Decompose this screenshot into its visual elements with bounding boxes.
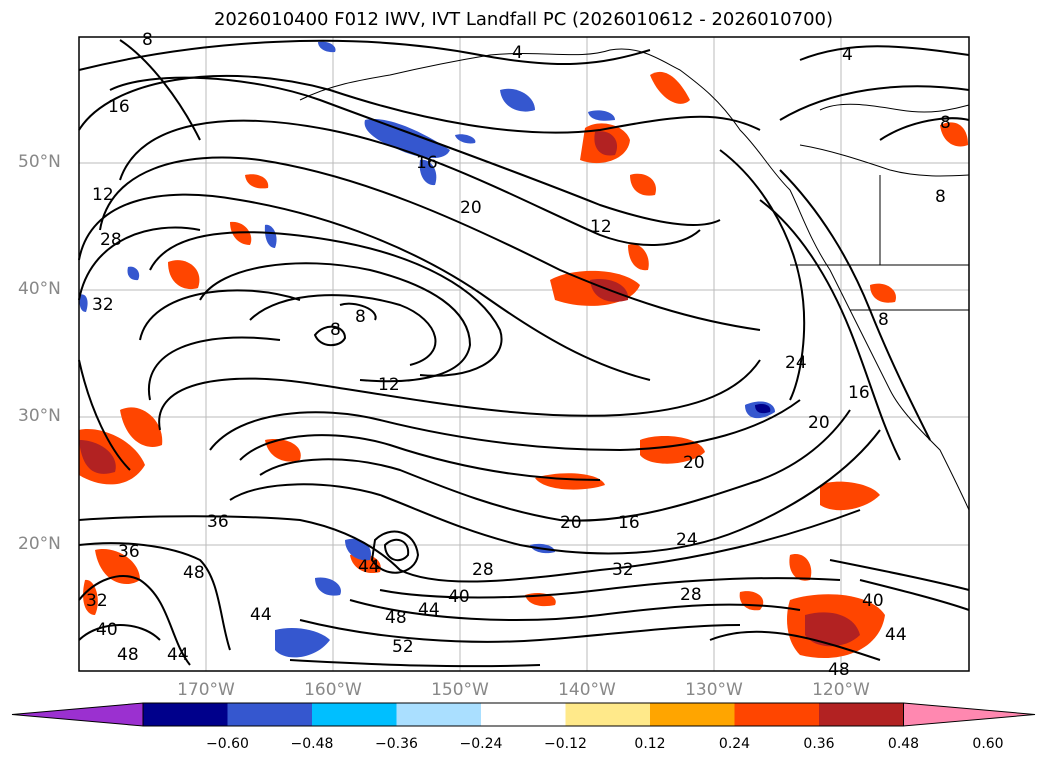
contour-label: 16 xyxy=(618,513,640,533)
colorbar-extend-high xyxy=(903,702,1036,727)
contour-label: 44 xyxy=(250,605,272,625)
colorbar-frame xyxy=(142,702,904,727)
colorbar-tick-label: 0.12 xyxy=(634,736,666,752)
contour-label: 36 xyxy=(118,542,140,562)
map-title: 2026010400 F012 IWV, IVT Landfall PC (20… xyxy=(213,9,834,30)
contour-label: 8 xyxy=(330,320,341,340)
lat-label: 20°N xyxy=(18,534,61,554)
contour-label: 12 xyxy=(378,375,400,395)
colorbar-tick-label: −0.24 xyxy=(459,736,503,752)
contour-label: 8 xyxy=(355,307,366,327)
colorbar-segment xyxy=(650,703,735,726)
coastline xyxy=(299,48,970,511)
contour-label: 8 xyxy=(935,187,946,207)
colorbar-tick-label: 0.60 xyxy=(972,736,1004,752)
contour-label: 20 xyxy=(683,453,705,473)
colorbar-extend-low xyxy=(11,702,144,727)
lat-label: 50°N xyxy=(18,152,61,172)
contour-label: 4 xyxy=(512,43,523,63)
colorbar-tick-label: −0.12 xyxy=(544,736,587,752)
contour-label: 44 xyxy=(418,600,440,620)
contour-label: 8 xyxy=(142,30,153,50)
contour-label: 40 xyxy=(862,591,884,611)
colorbar-tick-label: 0.24 xyxy=(718,736,751,752)
colorbar-tick-label: 0.48 xyxy=(887,736,920,752)
colorbar-segment xyxy=(143,703,228,726)
colorbar-segment xyxy=(396,703,482,726)
colorbar-segment xyxy=(481,703,566,726)
colorbar-tick-label: −0.36 xyxy=(375,736,418,752)
contour-label: 20 xyxy=(460,198,482,218)
contour-label: 16 xyxy=(416,153,438,173)
contour-label: 48 xyxy=(385,608,407,628)
contour-label: 8 xyxy=(940,113,951,133)
contour-label: 28 xyxy=(680,585,702,605)
contour-label: 44 xyxy=(885,625,907,645)
contour-label: 40 xyxy=(96,620,118,640)
lon-label: 150°W xyxy=(431,680,489,700)
map-frame xyxy=(78,36,970,672)
contour-label: 16 xyxy=(848,383,870,403)
lon-label: 170°W xyxy=(177,680,235,700)
contour-label: 52 xyxy=(392,637,414,657)
contour-label: 32 xyxy=(612,560,634,580)
contour-label: 12 xyxy=(590,217,612,237)
lat-label: 30°N xyxy=(18,406,61,426)
lon-label: 160°W xyxy=(304,680,362,700)
colorbar-segment xyxy=(819,703,904,726)
contour-label: 4 xyxy=(842,45,853,65)
colorbar-tick-label: −0.48 xyxy=(290,736,334,752)
colorbar-segment xyxy=(734,703,820,726)
colorbar-tick-label: 0.36 xyxy=(803,736,835,752)
colorbar-segment xyxy=(312,703,397,726)
contour-label: 48 xyxy=(828,660,850,680)
contour-lines xyxy=(78,39,970,668)
lon-label: 140°W xyxy=(558,680,616,700)
contour-label: 28 xyxy=(100,230,122,250)
colorbar-segment xyxy=(565,703,651,726)
contour-label: 12 xyxy=(92,185,114,205)
contour-label: 8 xyxy=(878,310,889,330)
lat-label: 40°N xyxy=(18,279,61,299)
contour-label: 28 xyxy=(472,560,494,580)
contour-label: 20 xyxy=(808,413,830,433)
contour-label: 48 xyxy=(117,645,139,665)
lon-label: 130°W xyxy=(685,680,743,700)
colorbar xyxy=(11,702,1036,727)
lon-label: 120°W xyxy=(812,680,870,700)
contour-label: 20 xyxy=(560,513,582,533)
contour-label: 48 xyxy=(183,563,205,583)
contour-label: 32 xyxy=(92,295,114,315)
contour-label: 44 xyxy=(167,645,189,665)
contour-label: 24 xyxy=(676,530,698,550)
contour-label: 44 xyxy=(358,557,380,577)
contour-label: 32 xyxy=(86,591,108,611)
contour-label: 40 xyxy=(448,587,470,607)
colorbar-segment xyxy=(227,703,313,726)
anomaly-fills xyxy=(79,41,968,659)
contour-label-group: 8 4 4 16 16 12 20 12 28 32 8 8 12 24 20 … xyxy=(86,30,951,680)
colorbar-tick-label: −0.60 xyxy=(206,736,249,752)
contour-label: 16 xyxy=(108,97,130,117)
contour-label: 36 xyxy=(207,512,229,532)
contour-label: 24 xyxy=(785,353,807,373)
